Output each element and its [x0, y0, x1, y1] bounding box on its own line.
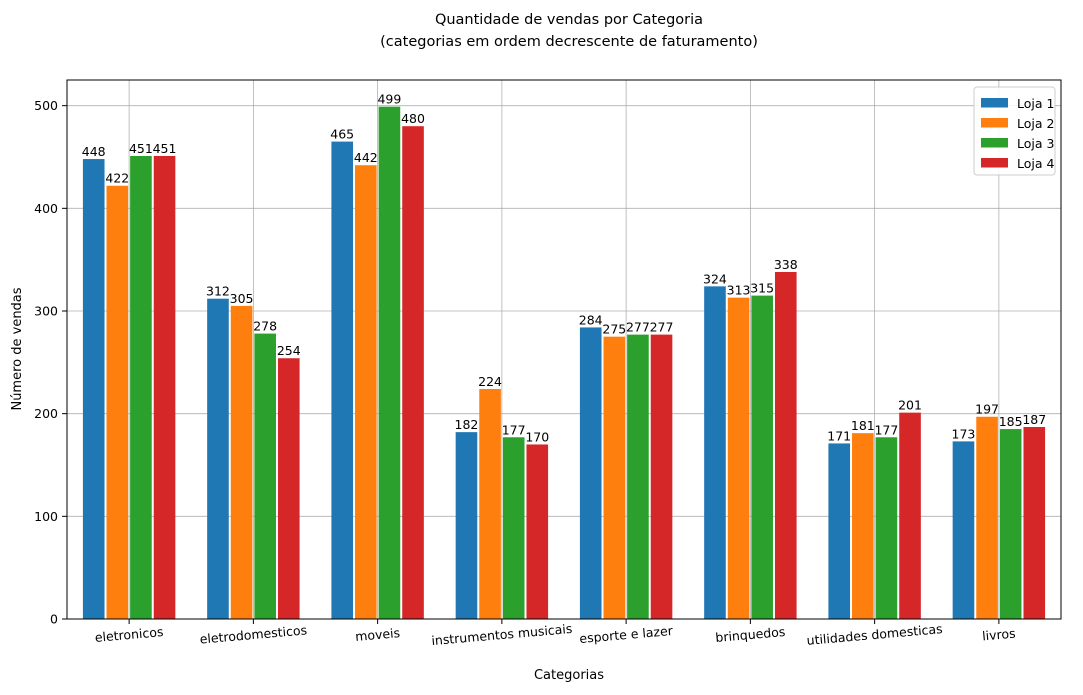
chart-title: Quantidade de vendas por Categoria [435, 12, 703, 28]
bar [1023, 427, 1046, 619]
bar [479, 389, 501, 619]
bar [378, 106, 401, 619]
bar-value-label: 442 [354, 150, 378, 165]
legend-label: Loja 2 [1017, 116, 1054, 131]
bar-value-label: 312 [206, 284, 230, 299]
bar-value-label: 177 [502, 422, 526, 437]
legend-swatch [981, 138, 1008, 148]
bars [82, 106, 1046, 620]
bar-value-label: 275 [602, 322, 626, 337]
bar-value-label: 177 [874, 422, 898, 437]
legend-label: Loja 3 [1017, 136, 1054, 151]
bar-value-label: 277 [626, 320, 650, 335]
bar-value-label: 197 [975, 402, 999, 417]
bar [402, 126, 424, 619]
bar-value-label: 284 [579, 312, 603, 327]
bar-value-label: 201 [898, 398, 922, 413]
bar [828, 443, 851, 619]
bar-value-label: 338 [774, 257, 798, 272]
bar-value-label: 224 [478, 374, 502, 389]
bar-value-label: 254 [277, 343, 301, 358]
y-axis-label: Número de vendas [10, 287, 25, 410]
legend-swatch [981, 158, 1008, 168]
bar [704, 286, 726, 619]
bar-value-label: 170 [525, 429, 549, 444]
plot-frame [66, 79, 1062, 620]
legend-swatch [981, 98, 1008, 108]
bar [999, 429, 1022, 619]
bar [976, 416, 998, 619]
bar-value-label: 181 [851, 418, 875, 433]
bar [774, 271, 797, 619]
bar [603, 336, 626, 619]
bar-value-label: 499 [377, 92, 401, 107]
bar [875, 437, 898, 619]
bar [130, 155, 152, 619]
bar [355, 165, 377, 620]
bar [254, 333, 276, 619]
x-tick-label: brinquedos [715, 624, 786, 645]
legend: Loja 1 Loja 2 Loja 3 Loja 4 [973, 86, 1056, 176]
bar-value-label: 277 [650, 320, 674, 335]
bar [852, 433, 874, 619]
bar [207, 298, 229, 619]
bar-value-label: 182 [455, 417, 479, 432]
x-tick-label: instrumentos musicais [431, 621, 573, 648]
y-tick-label: 200 [34, 406, 58, 421]
bar-value-label: 315 [750, 281, 774, 296]
bar-value-label: 480 [401, 111, 425, 126]
x-tick-label: utilidades domesticas [806, 621, 943, 648]
x-tick-label: eletrodomesticos [199, 622, 308, 646]
x-tick-label: eletronicos [94, 624, 164, 645]
bar [727, 297, 750, 619]
bar-value-label: 171 [827, 428, 851, 443]
legend-box [973, 86, 1056, 176]
y-tick-label: 500 [34, 98, 58, 113]
bar [952, 441, 975, 619]
bar [751, 295, 773, 619]
bar [579, 327, 602, 619]
x-tick-label: esporte e lazer [579, 623, 674, 646]
x-axis-label: Categorias [534, 668, 604, 683]
bar-value-label: 305 [230, 291, 254, 306]
legend-label: Loja 4 [1017, 156, 1054, 171]
bar-value-label: 324 [703, 271, 727, 286]
x-tick-label: livros [982, 626, 1017, 644]
bar-value-label: 451 [153, 141, 177, 156]
bar-value-label: 173 [952, 426, 976, 441]
bar-value-label: 278 [253, 319, 277, 334]
bar [230, 305, 253, 619]
bar [331, 141, 354, 619]
bar-value-label: 451 [129, 141, 153, 156]
bar [650, 334, 673, 619]
y-tick-label: 300 [34, 304, 58, 319]
bar [153, 155, 176, 619]
bar [455, 432, 478, 619]
bar [899, 412, 921, 619]
bar [502, 437, 525, 619]
x-tick-label: moveis [355, 625, 401, 644]
legend-swatch [981, 118, 1008, 128]
bar-value-label: 313 [727, 283, 751, 298]
legend-label: Loja 1 [1017, 96, 1054, 111]
bar-value-label: 422 [105, 171, 129, 186]
bar-value-label: 448 [82, 144, 106, 159]
y-tick-label: 100 [34, 509, 58, 524]
bar-value-label: 187 [1022, 412, 1046, 427]
bar-value-label: 465 [330, 127, 354, 142]
bar [82, 159, 105, 619]
bar [106, 185, 129, 619]
bar [627, 334, 649, 619]
chart-subtitle: (categorias em ordem decrescente de fatu… [380, 34, 758, 50]
y-tick-label: 0 [50, 612, 58, 627]
bar-value-label: 185 [999, 414, 1023, 429]
bar [277, 358, 300, 619]
y-tick-label: 400 [34, 201, 58, 216]
bar [526, 444, 549, 619]
